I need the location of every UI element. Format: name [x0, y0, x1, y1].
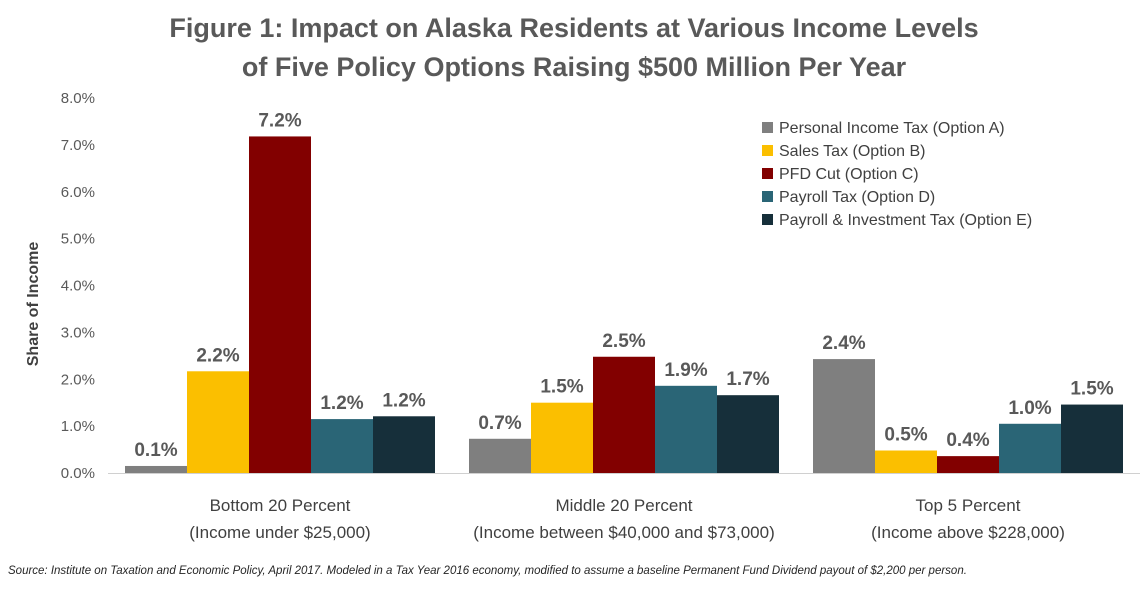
data-label: 2.2%	[196, 345, 239, 366]
y-tick-label: 7.0%	[61, 137, 95, 154]
bar	[311, 419, 373, 473]
x-category-label: Bottom 20 Percent	[210, 496, 351, 515]
bar	[875, 450, 937, 473]
source-note: Source: Institute on Taxation and Econom…	[8, 565, 967, 577]
x-category-sublabel: (Income under $25,000)	[189, 523, 370, 542]
bar	[469, 438, 531, 473]
legend-swatch	[762, 122, 773, 133]
bar	[531, 402, 593, 473]
legend-label: PFD Cut (Option C)	[779, 166, 919, 183]
y-axis-ticks: 0.0% 1.0% 2.0% 3.0% 4.0% 5.0% 6.0% 7.0% 8.0%	[61, 90, 95, 482]
y-tick-label: 5.0%	[61, 231, 95, 248]
bar	[593, 356, 655, 473]
legend-label: Payroll Tax (Option D)	[779, 189, 935, 206]
bar	[187, 371, 249, 473]
data-label: 0.5%	[884, 425, 927, 446]
bar	[1061, 404, 1123, 473]
chart-title-line-1: Figure 1: Impact on Alaska Residents at …	[169, 13, 978, 43]
x-category-label: Top 5 Percent	[916, 496, 1021, 515]
data-label: 2.4%	[822, 333, 865, 354]
data-labels: 0.1% 2.2% 7.2% 1.2% 1.2% 0.7% 1.5% 2.5% 1.9% 1.7%…	[134, 110, 1113, 461]
bar	[937, 456, 999, 473]
bar	[373, 416, 435, 473]
data-label: 1.0%	[1008, 398, 1051, 419]
bar	[717, 395, 779, 473]
data-label: 1.5%	[1070, 379, 1113, 400]
legend-label: Payroll & Investment Tax (Option E)	[779, 212, 1032, 229]
bar	[655, 385, 717, 473]
data-label: 1.9%	[664, 360, 707, 381]
x-category-label: Middle 20 Percent	[555, 496, 692, 515]
x-category-sublabel: (Income above $228,000)	[871, 523, 1065, 542]
bar	[999, 423, 1061, 473]
data-label: 2.5%	[602, 331, 645, 352]
data-label: 0.1%	[134, 440, 177, 461]
data-label: 1.7%	[726, 369, 769, 390]
legend-label: Personal Income Tax (Option A)	[779, 120, 1005, 137]
y-tick-label: 3.0%	[61, 324, 95, 341]
bar	[813, 359, 875, 473]
data-label: 1.5%	[540, 377, 583, 398]
legend: Personal Income Tax (Option A) Sales Tax …	[762, 120, 1032, 229]
data-label: 0.4%	[946, 430, 989, 451]
category-labels: Bottom 20 Percent (Income under $25,000) M…	[189, 496, 1065, 542]
bar	[249, 136, 311, 473]
y-tick-label: 8.0%	[61, 90, 95, 107]
y-tick-label: 1.0%	[61, 418, 95, 435]
data-label: 0.7%	[478, 413, 521, 434]
legend-label: Sales Tax (Option B)	[779, 143, 925, 160]
data-label: 7.2%	[258, 110, 301, 131]
chart-title-line-2: of Five Policy Options Raising $500 Mill…	[242, 52, 907, 82]
data-label: 1.2%	[320, 393, 363, 414]
y-tick-label: 0.0%	[61, 465, 95, 482]
legend-swatch	[762, 145, 773, 156]
bar	[125, 465, 187, 473]
data-label: 1.2%	[382, 390, 425, 411]
y-tick-label: 6.0%	[61, 184, 95, 201]
legend-swatch	[762, 168, 773, 179]
bars	[125, 136, 1123, 473]
x-category-sublabel: (Income between $40,000 and $73,000)	[473, 523, 775, 542]
y-axis-label: Share of Income	[25, 242, 42, 367]
legend-swatch	[762, 191, 773, 202]
y-tick-label: 2.0%	[61, 371, 95, 388]
legend-swatch	[762, 214, 773, 225]
y-tick-label: 4.0%	[61, 278, 95, 295]
